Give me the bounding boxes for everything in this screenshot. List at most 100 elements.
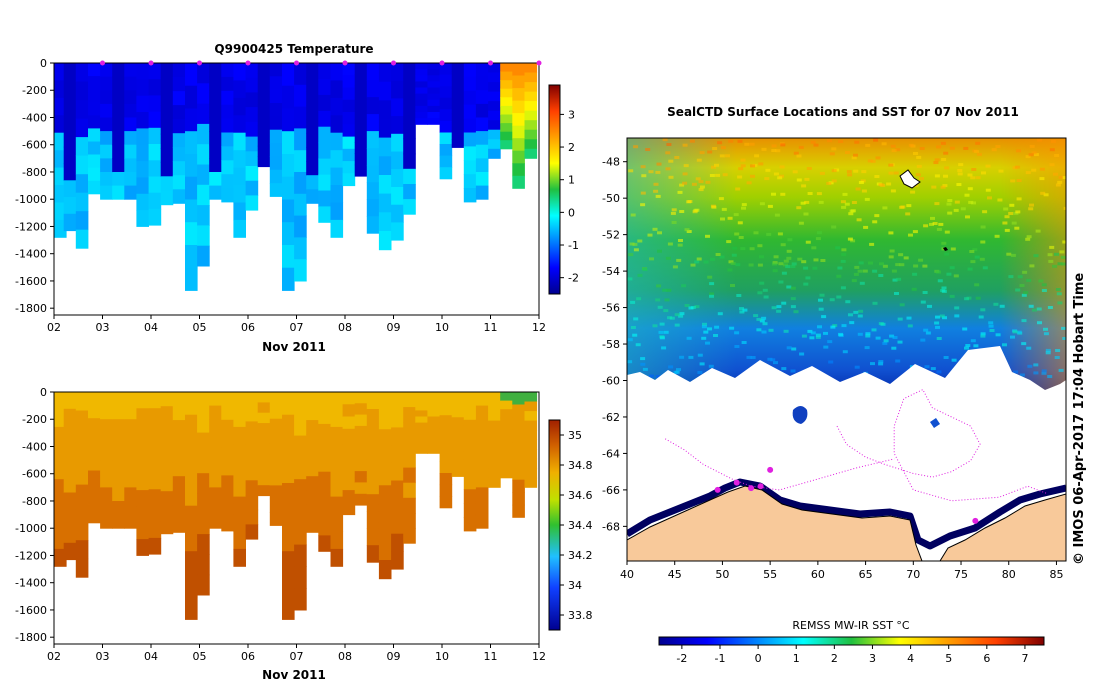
sst-speck [916, 155, 922, 159]
salinity-cell [451, 400, 465, 410]
sst-speck [659, 322, 665, 326]
salinity-cell [391, 516, 404, 535]
sst-speck [861, 189, 867, 193]
sst-speck [974, 255, 980, 259]
sst-speck [709, 294, 714, 298]
temperature-cell [209, 103, 222, 118]
sst-speck [705, 180, 711, 184]
sst-speck [982, 210, 988, 214]
temperature-cell [124, 131, 137, 146]
salinity-cell [257, 443, 271, 455]
salinity-cell [524, 411, 538, 422]
sst-speck [878, 274, 884, 277]
sst-speck [1002, 221, 1008, 225]
temperature-cell [148, 176, 162, 194]
temperature-cell [54, 185, 67, 203]
sst-speck [878, 183, 884, 187]
sst-speck [649, 257, 654, 261]
salinity-cell [415, 422, 428, 430]
salinity-cell [245, 392, 259, 408]
sst-speck [1037, 321, 1042, 325]
sst-speck [1045, 351, 1051, 355]
temperature-cell [172, 77, 186, 92]
temperature-cell [463, 132, 477, 147]
sst-speck [829, 152, 835, 156]
temperature-cell [524, 148, 538, 159]
salinity-cell [294, 457, 307, 480]
sst-speck [672, 265, 678, 269]
sst-speck [1028, 153, 1034, 157]
sst-speck [875, 336, 881, 340]
salinity-cell [100, 473, 113, 488]
salinity-cell [342, 428, 356, 442]
temperature-cell [63, 63, 77, 81]
salinity-cell [342, 404, 356, 418]
sst-speck [831, 147, 837, 151]
temperature-cell [209, 185, 222, 200]
profile-marker [245, 60, 251, 66]
salinity-cell [136, 473, 149, 491]
sst-speck [759, 255, 764, 259]
lon-tick-label: 45 [668, 568, 682, 581]
sst-speck [688, 306, 694, 310]
sst-speck [1015, 165, 1021, 169]
salinity-cell [209, 473, 222, 488]
salinity-cell [294, 588, 307, 611]
temperature-cell [245, 195, 259, 211]
temperature-cell [342, 148, 356, 162]
sst-speck [1062, 240, 1066, 244]
temperature-cell [197, 103, 210, 125]
sst-speck [842, 350, 848, 354]
temperature-cell [294, 172, 307, 195]
sst-speck [671, 221, 677, 224]
temperature-cell [330, 202, 344, 221]
temperature-cell [378, 100, 392, 120]
temperature-cell [500, 123, 513, 133]
salinity-cell [63, 392, 77, 410]
salinity-cell [124, 514, 137, 529]
temperature-cell [330, 63, 344, 81]
sst-speck [1026, 235, 1032, 239]
temperature-cell [257, 63, 271, 74]
temperature-cell [391, 116, 404, 135]
sst-speck [936, 337, 942, 340]
sst-speck [667, 242, 673, 246]
sst-speck [737, 139, 743, 143]
sst-speck [733, 213, 739, 217]
sst-speck [783, 263, 788, 267]
sst-speck [627, 277, 633, 281]
temperature-cell [439, 144, 453, 157]
salinity-cell [475, 460, 489, 475]
salinity-cell [136, 490, 149, 507]
temperature-cell [451, 122, 465, 131]
salinity-cell [463, 433, 477, 449]
salinity-cell [439, 473, 453, 486]
salinity-cell [124, 460, 137, 475]
salinity-cell [245, 480, 259, 496]
x-tick-label: 07 [290, 321, 304, 334]
salinity-cell [245, 421, 259, 437]
sst-speck [686, 230, 692, 233]
sst-speck [930, 367, 936, 371]
salinity-cell [136, 522, 149, 540]
salinity-cell [233, 426, 246, 445]
x-tick-label: 02 [47, 321, 61, 334]
temperature-cell [524, 110, 538, 121]
sst-speck [953, 274, 959, 278]
temperature-cell [136, 79, 149, 97]
surface-location [972, 517, 979, 524]
sst-speck [1056, 292, 1062, 296]
sst-speck [703, 330, 709, 334]
sst-speck [1010, 335, 1015, 339]
salinity-cell [524, 468, 538, 479]
salinity-cell [172, 462, 186, 477]
salinity-cell [378, 410, 392, 430]
sst-speck [712, 147, 718, 150]
salinity-cell [342, 453, 356, 467]
temperature-cell [451, 71, 465, 81]
sst-speck [897, 317, 903, 321]
sst-speck [953, 208, 959, 212]
sst-speck [927, 304, 932, 308]
sst-speck [1041, 371, 1047, 375]
salinity-cell [366, 511, 380, 529]
